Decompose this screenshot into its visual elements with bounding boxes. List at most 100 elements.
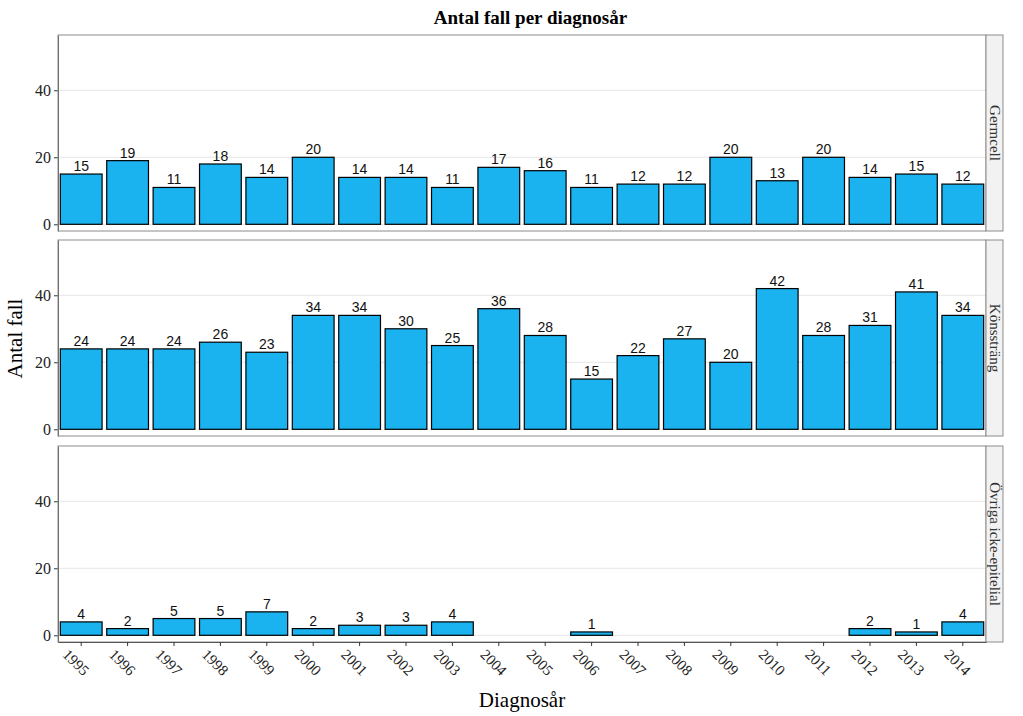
- tick-label: 2005: [524, 646, 557, 679]
- grid-line: [58, 362, 986, 363]
- bar: [246, 352, 288, 429]
- bar: [664, 184, 706, 224]
- data-label: 1: [588, 616, 596, 632]
- tick-label: 2008: [663, 646, 696, 679]
- tick: 20: [35, 354, 58, 371]
- bar: [339, 625, 381, 635]
- bar: [524, 335, 566, 429]
- data-label: 4: [77, 606, 85, 622]
- data-label: 4: [449, 606, 457, 622]
- bar: [617, 184, 659, 224]
- tick: 2001: [338, 642, 371, 679]
- bar: [942, 315, 984, 429]
- data-label: 15: [909, 158, 925, 174]
- tick-label: 40: [35, 287, 51, 304]
- tick-mark: [545, 642, 546, 646]
- data-label: 31: [862, 309, 878, 325]
- data-label: 24: [166, 333, 182, 349]
- bar: [153, 187, 195, 224]
- tick: 0: [43, 216, 58, 233]
- data-label: 20: [723, 346, 739, 362]
- data-label: 11: [167, 171, 182, 187]
- tick-mark: [174, 642, 175, 646]
- tick: 2012: [848, 642, 881, 679]
- bar: [710, 362, 752, 429]
- data-label: 13: [769, 165, 785, 181]
- data-label: 15: [584, 363, 600, 379]
- bar: [385, 625, 427, 635]
- data-label: 28: [537, 319, 553, 335]
- tick: 2002: [384, 642, 417, 679]
- data-label: 20: [305, 141, 321, 157]
- data-label: 26: [213, 326, 229, 342]
- bar: [478, 167, 520, 224]
- data-labels: 1519111814201414111716111212201320141512: [73, 141, 970, 187]
- tick-mark: [54, 157, 58, 158]
- data-label: 12: [955, 168, 971, 184]
- panel-background: [58, 240, 986, 436]
- tick-label: 2010: [756, 646, 789, 679]
- tick-mark: [777, 642, 778, 646]
- data-label: 34: [305, 299, 321, 315]
- tick-mark: [870, 642, 871, 646]
- facet-strip: [986, 446, 1003, 642]
- bar: [107, 629, 149, 636]
- data-label: 18: [213, 148, 229, 164]
- bar: [339, 177, 381, 224]
- tick-label: 2000: [292, 646, 325, 679]
- data-label: 20: [816, 141, 832, 157]
- tick-mark: [730, 642, 731, 646]
- facet-label: Könssträng: [987, 304, 1003, 373]
- bar: [478, 309, 520, 430]
- data-label: 15: [73, 158, 89, 174]
- bar: [432, 187, 474, 224]
- axis-line: [59, 642, 987, 643]
- bar: [896, 632, 938, 635]
- tick-label: 20: [35, 149, 51, 166]
- bar: [339, 315, 381, 429]
- grid-line: [58, 429, 986, 430]
- tick-label: 20: [35, 354, 51, 371]
- tick: 0: [43, 627, 58, 644]
- tick: 2007: [616, 642, 649, 679]
- facet-strip: [986, 240, 1003, 436]
- data-label: 17: [491, 151, 507, 167]
- data-label: 24: [120, 333, 136, 349]
- tick-mark: [313, 642, 314, 646]
- data-label: 27: [677, 323, 693, 339]
- data-labels: 4255723341214: [77, 596, 967, 632]
- tick-mark: [54, 429, 58, 430]
- bar: [524, 171, 566, 225]
- tick-label: 0: [43, 421, 51, 438]
- data-label: 14: [259, 161, 275, 177]
- data-label: 1: [913, 616, 921, 632]
- y-axis-title: Antal fall: [3, 298, 27, 378]
- data-label: 2: [866, 613, 874, 629]
- bar: [200, 342, 242, 429]
- bar: [60, 622, 102, 635]
- bar: [385, 177, 427, 224]
- tick-mark: [220, 642, 221, 646]
- bar: [246, 177, 288, 224]
- tick-label: 1997: [152, 646, 185, 679]
- data-label: 3: [402, 609, 410, 625]
- tick-label: 2007: [616, 646, 649, 679]
- tick: 2000: [292, 642, 325, 679]
- tick-mark: [823, 642, 824, 646]
- bar: [664, 339, 706, 429]
- bar: [710, 157, 752, 224]
- bar: [571, 187, 613, 224]
- tick: 40: [35, 287, 58, 304]
- tick: 40: [35, 82, 58, 99]
- facet-strip: [986, 35, 1003, 231]
- bars: [60, 289, 983, 430]
- bar: [153, 349, 195, 429]
- tick: 2009: [709, 642, 742, 679]
- data-label: 4: [959, 606, 967, 622]
- tick: 40: [35, 493, 58, 510]
- tick-mark: [127, 642, 128, 646]
- tick-label: 2001: [338, 646, 371, 679]
- tick: 2005: [524, 642, 557, 679]
- tick: 2014: [941, 642, 974, 679]
- bar: [896, 174, 938, 224]
